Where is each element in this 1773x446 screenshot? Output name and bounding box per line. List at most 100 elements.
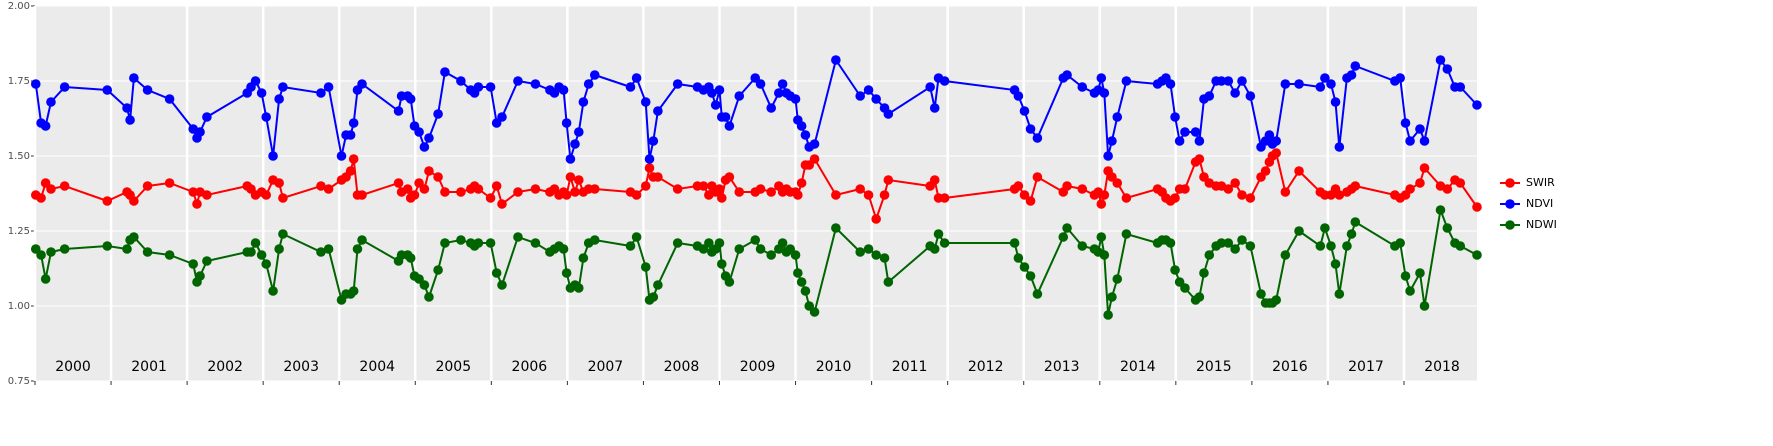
data-point (648, 292, 659, 302)
data-point (1245, 241, 1256, 251)
data-point (1103, 310, 1113, 320)
data-point (1346, 229, 1357, 239)
data-point (1170, 265, 1180, 275)
y-tick-label: 1.25 (8, 226, 30, 237)
data-point (1009, 238, 1020, 248)
legend-label: SWIR (1526, 176, 1555, 189)
data-point (1216, 238, 1227, 248)
data-point (1271, 136, 1282, 146)
data-point (698, 181, 709, 191)
data-point (440, 238, 450, 248)
data-point (1013, 181, 1024, 191)
data-point (755, 184, 766, 194)
data-point (424, 166, 434, 176)
data-point (424, 292, 434, 302)
data-point (1180, 127, 1190, 137)
data-point (1415, 124, 1425, 134)
data-point (1330, 259, 1341, 269)
data-point (561, 268, 572, 278)
data-point (1442, 184, 1453, 194)
data-point (202, 112, 212, 122)
data-point (1077, 82, 1088, 92)
data-point (1170, 193, 1180, 203)
x-tick-label: 2018 (1424, 359, 1460, 375)
data-point (1237, 190, 1247, 200)
data-point (1194, 154, 1205, 164)
x-tick-label: 2009 (740, 359, 776, 375)
data-point (1112, 112, 1123, 122)
data-point (433, 109, 443, 119)
data-point (793, 190, 803, 200)
data-point (268, 286, 278, 296)
data-point (800, 130, 811, 140)
data-point (30, 79, 41, 89)
legend-label: NDWI (1526, 218, 1557, 231)
legend-key-point (1505, 199, 1515, 209)
data-point (1442, 223, 1453, 233)
x-tick-label: 2016 (1272, 359, 1308, 375)
data-point (261, 259, 272, 269)
data-point (724, 277, 735, 287)
data-point (716, 193, 727, 203)
data-point (142, 181, 153, 191)
data-point (164, 178, 175, 188)
data-point (1472, 100, 1482, 110)
data-point (1103, 151, 1113, 161)
data-point (142, 247, 153, 257)
data-point (714, 238, 725, 248)
y-tick-label: 0.75 (8, 376, 30, 387)
data-point (1107, 292, 1117, 302)
data-point (879, 190, 890, 200)
x-tick-label: 2008 (664, 359, 700, 375)
data-point (939, 76, 950, 86)
data-point (1223, 238, 1234, 248)
data-point (653, 280, 663, 290)
data-point (648, 136, 659, 146)
data-point (561, 190, 572, 200)
data-point (1121, 76, 1132, 86)
data-point (558, 244, 569, 254)
x-tick-label: 2014 (1120, 359, 1156, 375)
data-point (578, 97, 589, 107)
data-point (831, 190, 841, 200)
data-point (640, 262, 651, 272)
data-point (573, 283, 584, 293)
data-point (188, 259, 198, 269)
data-point (513, 76, 523, 86)
data-point (195, 127, 205, 137)
x-tick-label: 2003 (283, 359, 319, 375)
data-point (796, 178, 807, 188)
data-point (1121, 229, 1132, 239)
data-point (348, 286, 359, 296)
data-point (202, 190, 212, 200)
data-point (558, 85, 569, 95)
data-point (357, 235, 367, 245)
data-point (1435, 205, 1446, 215)
data-point (879, 253, 890, 263)
data-point (672, 238, 683, 248)
data-point (1294, 166, 1304, 176)
data-point (1019, 106, 1030, 116)
y-tick-label: 1.00 (8, 301, 30, 312)
data-point (393, 106, 404, 116)
data-point (1174, 136, 1185, 146)
data-point (102, 85, 113, 95)
data-point (929, 175, 940, 185)
data-point (640, 97, 651, 107)
data-point (1180, 184, 1190, 194)
data-point (357, 190, 367, 200)
data-point (261, 112, 272, 122)
data-point (1099, 88, 1110, 98)
data-point (102, 196, 113, 206)
data-point (672, 79, 683, 89)
data-point (1237, 76, 1247, 86)
data-point (433, 172, 443, 182)
data-point (570, 187, 580, 197)
y-tick-label: 2.00 (8, 1, 30, 12)
data-point (1245, 193, 1256, 203)
data-point (1294, 226, 1304, 236)
data-point (565, 154, 576, 164)
data-point (589, 70, 600, 80)
data-point (125, 115, 135, 125)
